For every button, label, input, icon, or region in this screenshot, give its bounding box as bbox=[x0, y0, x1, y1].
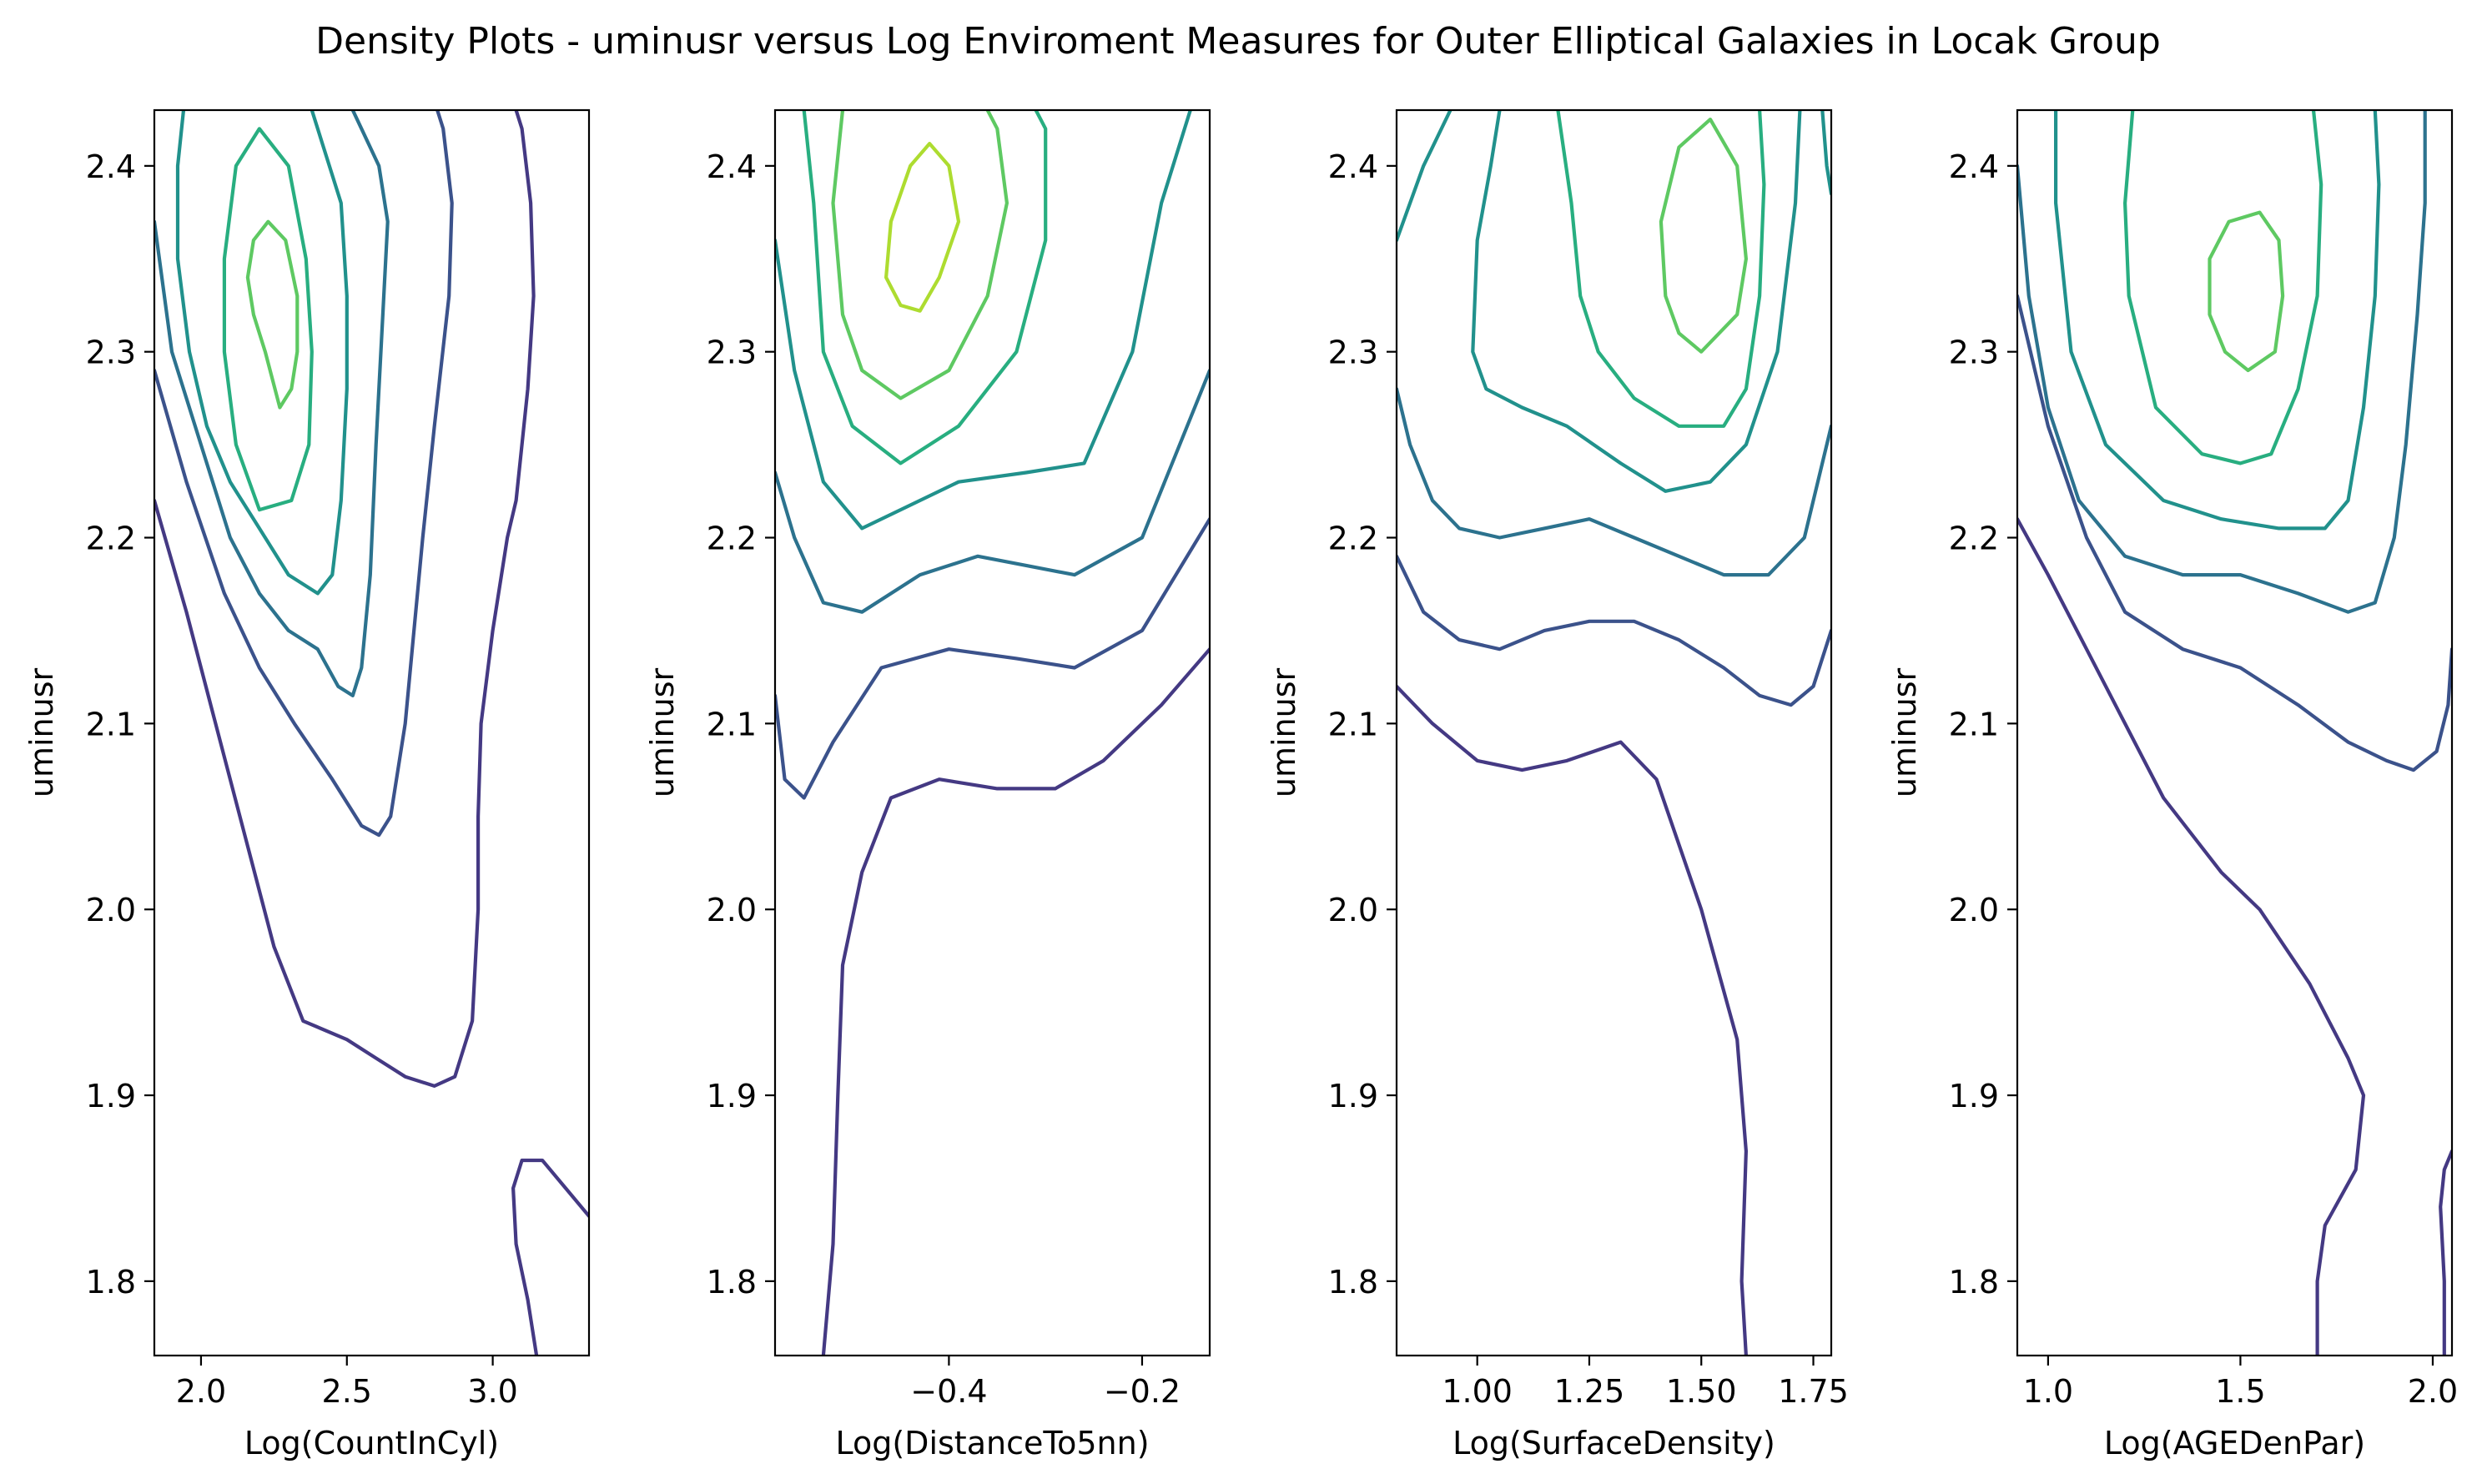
contour-line-level-2 bbox=[1397, 387, 1831, 577]
density-panel-4: 1.8 1.9 2.0 2.1 2.2 2.3 2.4 1.0 1.5 2.0 Log(AGEDen… bbox=[1886, 108, 2458, 1461]
y-tick-label: 2.4 bbox=[86, 148, 136, 185]
contour-group bbox=[2017, 110, 2452, 1356]
x-tick-label: −0.2 bbox=[1104, 1373, 1181, 1410]
y-tick-label: 2.0 bbox=[1949, 892, 1999, 928]
contour-line-level-5 bbox=[2208, 210, 2285, 373]
contour-line-level-4 bbox=[222, 127, 314, 512]
y-tick-label: 2.1 bbox=[1949, 706, 1999, 742]
density-panel-1: 1.8 1.9 2.0 2.1 2.2 2.3 2.4 2.0 2.5 3.0 Log(CountI… bbox=[23, 108, 591, 1461]
contour-line-level-4 bbox=[1556, 110, 1766, 428]
x-tick-label: 1.5 bbox=[2215, 1373, 2265, 1410]
y-tick-label: 1.9 bbox=[1949, 1078, 1999, 1114]
x-axis-label: Log(SurfaceDensity) bbox=[1452, 1425, 1775, 1461]
contour-line-level-0 bbox=[821, 647, 1210, 1356]
contour-group bbox=[1397, 110, 1831, 1356]
y-tick-label: 2.3 bbox=[1328, 335, 1378, 371]
x-tick-label: −0.4 bbox=[910, 1373, 987, 1410]
contour-group bbox=[154, 110, 589, 1356]
contour-line-level-3 bbox=[775, 110, 1192, 531]
x-tick-label: 1.25 bbox=[1554, 1373, 1625, 1410]
x-tick-label: 2.5 bbox=[322, 1373, 372, 1410]
y-tick-label: 2.4 bbox=[1328, 148, 1378, 185]
axes-frame bbox=[1395, 108, 1833, 1357]
x-axis-label: Log(AGEDenPar) bbox=[2104, 1425, 2365, 1461]
y-tick-label: 2.2 bbox=[1328, 521, 1378, 557]
x-tick-label: 3.0 bbox=[467, 1373, 517, 1410]
axes-frame bbox=[2016, 108, 2454, 1357]
y-tick-label: 1.8 bbox=[86, 1264, 136, 1300]
contour-line-level-3 bbox=[2054, 110, 2381, 531]
y-tick-label: 2.1 bbox=[86, 706, 136, 742]
contour-line-level-1 bbox=[1397, 554, 1831, 707]
contour-line-level-2 bbox=[2017, 110, 2427, 614]
density-panel-3: 1.8 1.9 2.0 2.1 2.2 2.3 2.4 1.00 1.25 1.50 1.75Log… bbox=[1266, 108, 1849, 1461]
x-tick-label: 1.0 bbox=[2023, 1373, 2073, 1410]
y-axis-label: uminusr bbox=[1886, 668, 1923, 798]
y-tick-label: 2.3 bbox=[1949, 335, 1999, 371]
y-axis-label: uminusr bbox=[1266, 668, 1302, 798]
y-tick-label: 2.0 bbox=[1328, 892, 1378, 928]
contour-line-level-0 bbox=[2017, 517, 2366, 1356]
contour-line-level-6 bbox=[884, 142, 961, 313]
contour-line-level-5 bbox=[245, 219, 300, 410]
y-tick-label: 2.1 bbox=[1328, 706, 1378, 742]
contour-line-level-2 bbox=[154, 110, 390, 698]
x-tick-label: 2.0 bbox=[176, 1373, 226, 1410]
x-axis-label: Log(DistanceTo5nn) bbox=[835, 1425, 1149, 1461]
contour-line-level-1 bbox=[775, 517, 1210, 800]
y-tick-label: 1.8 bbox=[707, 1264, 757, 1300]
contour-line-level-0 bbox=[1397, 684, 1748, 1356]
y-tick-label: 1.8 bbox=[1949, 1264, 1999, 1300]
y-tick-label: 2.3 bbox=[86, 335, 136, 371]
y-tick-label: 2.2 bbox=[707, 521, 757, 557]
contour-line-level-0 bbox=[2439, 1149, 2452, 1356]
y-tick-label: 1.8 bbox=[1328, 1264, 1378, 1300]
contour-line-level-2 bbox=[775, 368, 1210, 614]
contour-line-level-3 bbox=[1820, 110, 1831, 196]
contour-line-level-4 bbox=[2123, 110, 2323, 465]
y-tick-label: 2.2 bbox=[1949, 521, 1999, 557]
y-tick-label: 1.9 bbox=[707, 1078, 757, 1114]
y-tick-label: 1.9 bbox=[1328, 1078, 1378, 1114]
contour-line-level-0 bbox=[511, 1158, 589, 1356]
density-panel-2: 1.8 1.9 2.0 2.1 2.2 2.3 2.4 −0.4 −0.2 Log(Distanc… bbox=[644, 108, 1211, 1461]
y-tick-label: 2.1 bbox=[707, 706, 757, 742]
x-tick-label: 1.00 bbox=[1442, 1373, 1513, 1410]
figure-title: Density Plots - uminusr versus Log Envir… bbox=[315, 20, 2161, 63]
x-tick-label: 1.50 bbox=[1666, 1373, 1737, 1410]
y-tick-label: 2.3 bbox=[707, 335, 757, 371]
contour-group bbox=[775, 110, 1210, 1356]
contour-line-level-3 bbox=[1471, 110, 1802, 493]
contour-line-level-0 bbox=[154, 110, 536, 1089]
contour-line-level-1 bbox=[2017, 294, 2452, 772]
y-tick-label: 1.9 bbox=[86, 1078, 136, 1114]
axes-frame bbox=[773, 108, 1211, 1357]
y-axis-label: uminusr bbox=[644, 668, 681, 798]
contour-line-level-3 bbox=[175, 110, 349, 596]
contour-line-level-4 bbox=[802, 110, 1048, 465]
y-tick-label: 2.0 bbox=[707, 892, 757, 928]
contour-line-level-3 bbox=[1397, 110, 1452, 243]
axes-frame bbox=[153, 108, 591, 1357]
y-tick-label: 2.4 bbox=[1949, 148, 1999, 185]
y-tick-label: 2.2 bbox=[86, 521, 136, 557]
contour-line-level-5 bbox=[1659, 118, 1748, 354]
contour-line-level-1 bbox=[154, 110, 454, 838]
x-tick-label: 2.0 bbox=[2408, 1373, 2458, 1410]
y-tick-label: 2.4 bbox=[707, 148, 757, 185]
x-axis-label: Log(CountInCyl) bbox=[244, 1425, 499, 1461]
x-tick-label: 1.75 bbox=[1778, 1373, 1849, 1410]
y-axis-label: uminusr bbox=[23, 668, 60, 798]
panels-group: 1.8 1.9 2.0 2.1 2.2 2.3 2.4 2.0 2.5 3.0 Log(CountI… bbox=[23, 108, 2458, 1461]
contour-line-level-5 bbox=[831, 110, 1009, 400]
y-tick-label: 2.0 bbox=[86, 892, 136, 928]
